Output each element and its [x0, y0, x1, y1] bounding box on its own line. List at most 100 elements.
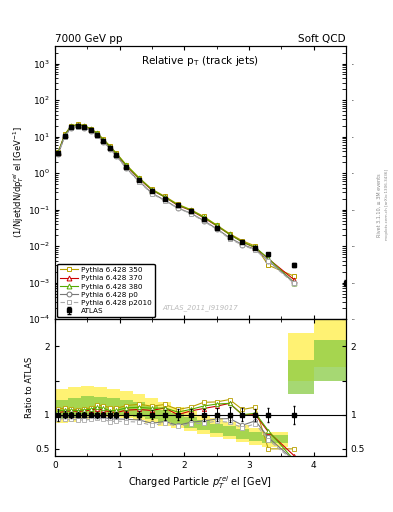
- Pythia 6.428 370: [175, 202, 180, 208]
- Pythia 6.428 p0: [69, 124, 73, 131]
- Pythia 6.428 370: [88, 126, 93, 132]
- Pythia 6.428 p2010: [253, 247, 258, 253]
- Pythia 6.428 p2010: [124, 165, 129, 172]
- Pythia 6.428 380: [88, 126, 93, 132]
- Pythia 6.428 370: [163, 194, 167, 200]
- Text: Rivet 3.1.10, ≥ 3M events: Rivet 3.1.10, ≥ 3M events: [377, 173, 382, 237]
- Pythia 6.428 380: [163, 194, 167, 200]
- Pythia 6.428 350: [62, 131, 67, 137]
- Pythia 6.428 p0: [188, 210, 193, 216]
- Pythia 6.428 380: [62, 132, 67, 138]
- Pythia 6.428 p2010: [266, 259, 271, 265]
- Text: ATLAS_2011_I919017: ATLAS_2011_I919017: [163, 304, 238, 311]
- Pythia 6.428 350: [101, 136, 106, 142]
- Pythia 6.428 350: [266, 262, 271, 268]
- Pythia 6.428 380: [150, 187, 154, 193]
- Pythia 6.428 p2010: [201, 218, 206, 224]
- Pythia 6.428 370: [101, 137, 106, 143]
- Pythia 6.428 p0: [214, 226, 219, 232]
- Pythia 6.428 p2010: [88, 128, 93, 134]
- Pythia 6.428 380: [95, 131, 99, 137]
- Pythia 6.428 380: [56, 149, 61, 155]
- Pythia 6.428 350: [69, 123, 73, 129]
- Line: Pythia 6.428 380: Pythia 6.428 380: [56, 122, 297, 285]
- Pythia 6.428 p0: [82, 124, 86, 131]
- Pythia 6.428 350: [201, 214, 206, 220]
- Pythia 6.428 370: [56, 150, 61, 156]
- Pythia 6.428 350: [253, 243, 258, 249]
- Pythia 6.428 p2010: [108, 146, 112, 152]
- Pythia 6.428 p0: [292, 280, 296, 286]
- Pythia 6.428 p0: [88, 127, 93, 134]
- X-axis label: Charged Particle $p^{rel}_{T}$ el [GeV]: Charged Particle $p^{rel}_{T}$ el [GeV]: [129, 474, 272, 490]
- Pythia 6.428 350: [292, 273, 296, 279]
- Pythia 6.428 p0: [201, 218, 206, 224]
- Pythia 6.428 p0: [175, 205, 180, 211]
- Pythia 6.428 350: [163, 194, 167, 200]
- Pythia 6.428 p0: [56, 151, 61, 157]
- Pythia 6.428 370: [150, 187, 154, 193]
- Legend: Pythia 6.428 350, Pythia 6.428 370, Pythia 6.428 380, Pythia 6.428 p0, Pythia 6.: Pythia 6.428 350, Pythia 6.428 370, Pyth…: [57, 264, 155, 317]
- Pythia 6.428 380: [137, 175, 141, 181]
- Pythia 6.428 350: [137, 175, 141, 181]
- Pythia 6.428 380: [175, 202, 180, 208]
- Pythia 6.428 p2010: [69, 125, 73, 132]
- Text: mcplots.cern.ch [arXiv:1306.3436]: mcplots.cern.ch [arXiv:1306.3436]: [385, 169, 389, 240]
- Pythia 6.428 350: [88, 125, 93, 132]
- Pythia 6.428 370: [108, 144, 112, 150]
- Pythia 6.428 370: [253, 245, 258, 251]
- Pythia 6.428 p2010: [240, 242, 245, 248]
- Pythia 6.428 p0: [124, 165, 129, 171]
- Pythia 6.428 p0: [253, 246, 258, 252]
- Pythia 6.428 380: [124, 162, 129, 168]
- Pythia 6.428 350: [227, 230, 232, 237]
- Pythia 6.428 380: [292, 280, 296, 286]
- Pythia 6.428 380: [75, 121, 80, 127]
- Pythia 6.428 370: [124, 162, 129, 168]
- Pythia 6.428 370: [62, 132, 67, 138]
- Pythia 6.428 p0: [240, 242, 245, 248]
- Pythia 6.428 350: [75, 121, 80, 127]
- Pythia 6.428 380: [214, 222, 219, 228]
- Pythia 6.428 p2010: [62, 134, 67, 140]
- Pythia 6.428 370: [95, 131, 99, 137]
- Pythia 6.428 p0: [101, 139, 106, 145]
- Pythia 6.428 380: [227, 231, 232, 238]
- Pythia 6.428 p2010: [150, 191, 154, 197]
- Y-axis label: (1/Njet)dN/dp$^{rel}_{T}$ el [GeV$^{-1}$]: (1/Njet)dN/dp$^{rel}_{T}$ el [GeV$^{-1}$…: [11, 127, 26, 239]
- Pythia 6.428 p2010: [75, 124, 80, 130]
- Pythia 6.428 350: [124, 162, 129, 168]
- Pythia 6.428 350: [188, 206, 193, 212]
- Pythia 6.428 380: [188, 207, 193, 213]
- Pythia 6.428 p0: [266, 258, 271, 264]
- Pythia 6.428 p0: [163, 197, 167, 203]
- Pythia 6.428 p2010: [214, 226, 219, 232]
- Pythia 6.428 370: [240, 239, 245, 245]
- Pythia 6.428 350: [240, 238, 245, 244]
- Pythia 6.428 p0: [227, 234, 232, 241]
- Pythia 6.428 370: [266, 255, 271, 262]
- Pythia 6.428 370: [188, 207, 193, 214]
- Pythia 6.428 p0: [137, 178, 141, 184]
- Pythia 6.428 p2010: [101, 139, 106, 145]
- Pythia 6.428 370: [292, 276, 296, 283]
- Pythia 6.428 380: [253, 244, 258, 250]
- Pythia 6.428 370: [227, 231, 232, 238]
- Pythia 6.428 350: [114, 150, 119, 156]
- Pythia 6.428 370: [82, 123, 86, 129]
- Pythia 6.428 p2010: [82, 125, 86, 131]
- Pythia 6.428 p2010: [114, 153, 119, 159]
- Pythia 6.428 380: [108, 143, 112, 150]
- Pythia 6.428 p2010: [175, 205, 180, 211]
- Pythia 6.428 350: [95, 130, 99, 136]
- Pythia 6.428 p2010: [137, 179, 141, 185]
- Pythia 6.428 p0: [114, 153, 119, 159]
- Pythia 6.428 370: [114, 151, 119, 157]
- Pythia 6.428 350: [214, 222, 219, 228]
- Pythia 6.428 p0: [150, 190, 154, 196]
- Line: Pythia 6.428 p2010: Pythia 6.428 p2010: [56, 124, 297, 286]
- Line: Pythia 6.428 370: Pythia 6.428 370: [56, 122, 297, 282]
- Pythia 6.428 p0: [95, 132, 99, 138]
- Pythia 6.428 p2010: [95, 133, 99, 139]
- Pythia 6.428 350: [175, 201, 180, 207]
